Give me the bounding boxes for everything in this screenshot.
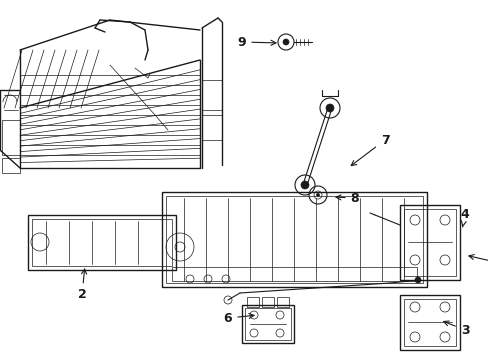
Bar bbox=[399, 205, 459, 280]
Bar bbox=[399, 295, 459, 350]
Circle shape bbox=[414, 277, 420, 283]
Bar bbox=[202, 80, 222, 110]
Circle shape bbox=[316, 194, 319, 197]
Bar bbox=[2, 120, 20, 155]
Bar bbox=[242, 305, 293, 343]
Bar bbox=[2, 158, 20, 173]
Bar bbox=[202, 115, 222, 140]
Text: 1: 1 bbox=[468, 255, 488, 276]
Bar bbox=[403, 209, 455, 276]
Bar bbox=[28, 215, 176, 270]
Bar bbox=[172, 267, 416, 281]
Text: 3: 3 bbox=[443, 321, 468, 337]
Bar bbox=[403, 299, 455, 346]
Bar bbox=[165, 196, 422, 283]
Text: 2: 2 bbox=[78, 269, 86, 302]
Bar bbox=[162, 192, 426, 287]
Bar bbox=[276, 297, 288, 307]
Text: 8: 8 bbox=[335, 192, 359, 204]
Text: 7: 7 bbox=[350, 134, 388, 166]
Bar bbox=[246, 297, 259, 307]
Circle shape bbox=[283, 39, 288, 45]
Circle shape bbox=[301, 181, 308, 189]
Text: 4: 4 bbox=[460, 208, 468, 227]
Bar bbox=[262, 297, 273, 307]
Text: 9: 9 bbox=[237, 36, 275, 49]
Circle shape bbox=[325, 104, 333, 112]
Bar bbox=[32, 219, 172, 266]
Bar bbox=[244, 308, 290, 340]
Text: 6: 6 bbox=[223, 311, 253, 324]
